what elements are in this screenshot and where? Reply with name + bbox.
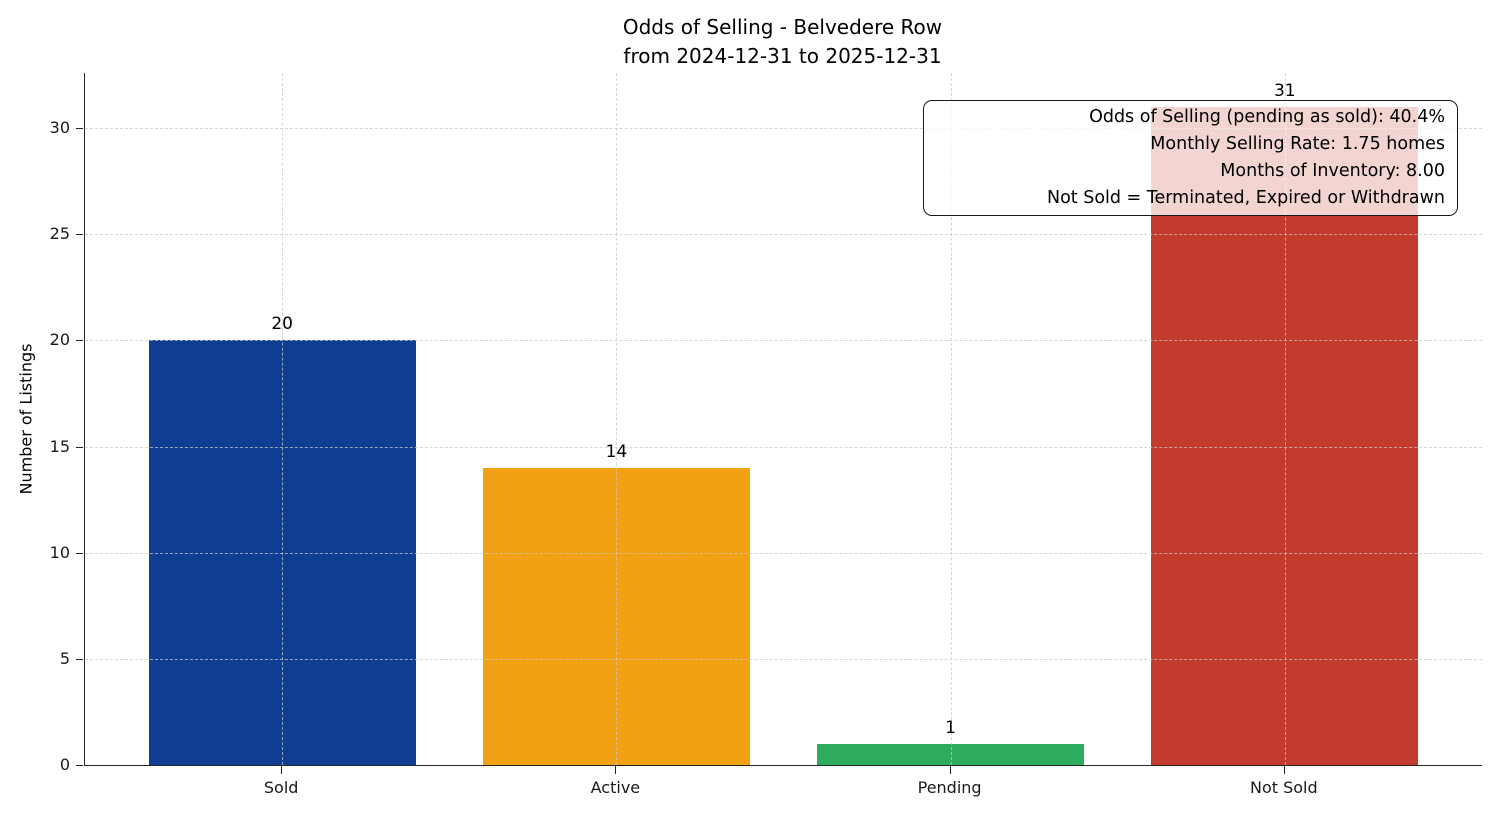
y-tick-mark-5: [76, 658, 83, 660]
annotation-months-of-inventory: Months of Inventory: 8.00: [1220, 161, 1445, 181]
y-axis-label: Number of Listings: [16, 343, 36, 495]
y-tick-label-10: 10: [49, 542, 70, 562]
x-tick-mark-sold: [281, 766, 283, 774]
y-tick-label-15: 15: [49, 436, 70, 456]
bar-value-label-sold: 20: [271, 314, 293, 335]
x-tick-mark-active: [615, 766, 617, 774]
gridline-horizontal-15: [85, 446, 1482, 448]
x-tick-label-not-sold: Not Sold: [1249, 778, 1318, 797]
annotation-monthly-selling-rate: Monthly Selling Rate: 1.75 homes: [1150, 134, 1445, 154]
bar-pending: [816, 743, 1085, 765]
chart-title-line-1: Odds of Selling - Belvedere Row: [622, 15, 943, 39]
y-tick-label-30: 30: [49, 118, 70, 138]
y-tick-mark-25: [76, 234, 83, 236]
x-tick-label-sold: Sold: [263, 778, 299, 797]
y-tick-mark-20: [76, 340, 83, 342]
x-tick-mark-not-sold: [1283, 766, 1285, 774]
y-tick-label-20: 20: [49, 330, 70, 350]
annotation-odds-of-selling: Odds of Selling (pending as sold): 40.4%: [1089, 107, 1445, 127]
x-tick-label-active: Active: [590, 778, 641, 797]
y-tick-label-25: 25: [49, 224, 70, 244]
gridline-horizontal-25: [85, 234, 1482, 236]
y-tick-mark-10: [76, 552, 83, 554]
y-tick-mark-30: [76, 128, 83, 130]
bar-active: [482, 467, 751, 765]
gridline-horizontal-30: [85, 128, 1482, 130]
plot-area: 20 14 1 31: [84, 73, 1482, 766]
y-tick-mark-0: [76, 765, 83, 766]
gridline-vertical-pending: [950, 73, 952, 765]
chart-title: Odds of Selling - Belvedere Row from 202…: [84, 13, 1481, 71]
bar-value-label-pending: 1: [945, 717, 956, 738]
gridline-vertical-active: [616, 73, 618, 765]
x-tick-label-pending: Pending: [917, 778, 982, 797]
bar-value-label-active: 14: [605, 441, 628, 462]
gridline-vertical-not-sold: [1284, 73, 1286, 765]
gridline-vertical-sold: [282, 73, 284, 765]
y-tick-label-5: 5: [59, 648, 70, 668]
gridline-horizontal-10: [85, 552, 1482, 554]
annotation-not-sold-definition: Not Sold = Terminated, Expired or Withdr…: [1046, 188, 1445, 208]
gridline-horizontal-5: [85, 658, 1482, 660]
chart-title-line-2: from 2024-12-31 to 2025-12-31: [623, 44, 942, 68]
y-tick-label-0: 0: [59, 755, 70, 774]
bar-not-sold: [1151, 106, 1419, 765]
bar-value-label-not-sold: 31: [1273, 80, 1296, 101]
gridline-horizontal-20: [85, 340, 1482, 342]
x-tick-mark-pending: [949, 766, 951, 774]
annotation-box: Odds of Selling (pending as sold): 40.4%…: [923, 100, 1458, 216]
y-tick-mark-15: [76, 446, 83, 448]
